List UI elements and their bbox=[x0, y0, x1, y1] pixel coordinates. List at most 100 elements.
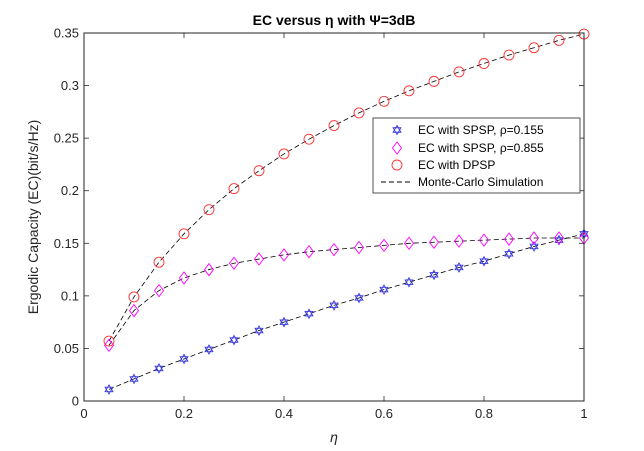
series-2-point bbox=[453, 234, 465, 248]
legend-marker-2-shape bbox=[391, 141, 403, 155]
legend-label-3: EC with DPSP bbox=[418, 158, 495, 172]
x-tick-label: 0.4 bbox=[275, 406, 293, 421]
series-3-point-shape bbox=[328, 120, 340, 131]
series-2-point bbox=[353, 240, 365, 255]
series-1-point-shape-down bbox=[379, 286, 389, 295]
series-1-point-shape-up bbox=[129, 373, 139, 382]
series-3-point-shape bbox=[103, 335, 115, 347]
series-1-point bbox=[454, 262, 464, 273]
series-3-point-shape bbox=[378, 95, 390, 107]
simulation-curve-1 bbox=[108, 233, 585, 390]
series-3-point bbox=[553, 34, 565, 46]
markers-layer bbox=[103, 28, 590, 395]
series-2-point-shape bbox=[478, 233, 490, 247]
series-1-point bbox=[429, 269, 439, 281]
series-1-point-shape-down bbox=[104, 386, 114, 395]
series-3-point bbox=[103, 335, 115, 347]
series-1-point-shape-up bbox=[429, 269, 439, 278]
series-2-point bbox=[403, 236, 415, 251]
simulation-curve-3 bbox=[108, 33, 585, 342]
series-1-point-shape-up bbox=[304, 308, 314, 317]
series-1-point bbox=[379, 284, 389, 295]
series-3-point-shape bbox=[478, 58, 490, 69]
series-3-point bbox=[328, 120, 340, 131]
series-2-point-shape bbox=[378, 238, 390, 253]
series-3-point bbox=[353, 107, 365, 119]
series-1-point bbox=[104, 384, 114, 395]
series-1-point bbox=[354, 292, 364, 304]
series-1-point-shape-up bbox=[229, 334, 239, 343]
series-2-point bbox=[503, 232, 515, 246]
series-2-point bbox=[303, 244, 315, 259]
series-2-point bbox=[128, 303, 140, 318]
x-tick-label: 0.8 bbox=[475, 406, 493, 421]
plot-background bbox=[84, 33, 584, 401]
series-2-point bbox=[428, 235, 440, 249]
series-3-point bbox=[203, 204, 215, 216]
series-2-point-shape bbox=[428, 235, 440, 249]
series-1-point-shape-down bbox=[154, 365, 164, 374]
series-2-point-shape bbox=[503, 232, 515, 246]
series-2-point-shape bbox=[178, 271, 190, 285]
series-3-point-shape bbox=[253, 165, 265, 177]
series-3-point bbox=[278, 148, 290, 160]
series-3-point-shape bbox=[453, 66, 465, 78]
series-2-point bbox=[153, 283, 165, 298]
series-3-point-shape bbox=[278, 148, 290, 160]
series-1-point bbox=[179, 353, 189, 365]
x-tick-label: 0 bbox=[80, 406, 87, 421]
x-tick-label: 0.2 bbox=[175, 406, 193, 421]
series-2-point-shape bbox=[303, 244, 315, 259]
series-1-point-shape-down bbox=[179, 356, 189, 365]
series-1-point-shape-up bbox=[329, 299, 339, 309]
series-3-point-shape bbox=[528, 42, 540, 54]
y-tick-label: 0.05 bbox=[54, 341, 79, 356]
series-3-point-shape bbox=[228, 183, 240, 195]
y-tick-label: 0.15 bbox=[54, 236, 79, 251]
x-axis-ticks: 0 0.2 0.4 0.6 0.8 1 bbox=[80, 33, 588, 421]
y-axis-label: Ergodic Capacity (EC)(bit/s/Hz) bbox=[25, 120, 41, 315]
series-1-point-shape-up bbox=[104, 384, 114, 393]
series-1-point bbox=[504, 248, 514, 260]
chart-title: EC versus η with Ψ=3dB bbox=[253, 12, 416, 28]
series-3-point bbox=[228, 183, 240, 195]
series-3-point bbox=[403, 85, 415, 97]
series-2-point bbox=[528, 231, 540, 245]
series-1-point-shape-down bbox=[204, 346, 214, 355]
series-1-point-shape-up bbox=[354, 292, 364, 301]
series-2-point bbox=[178, 271, 190, 285]
series-1-point-shape-down bbox=[479, 258, 489, 267]
legend-marker-3-shape bbox=[391, 159, 403, 171]
y-tick-label: 0.25 bbox=[54, 131, 79, 146]
series-3-point-shape bbox=[153, 256, 165, 268]
series-3-point bbox=[128, 291, 140, 303]
series-3-point bbox=[478, 58, 490, 69]
series-2-point-shape bbox=[553, 231, 565, 245]
series-1-point-shape-down bbox=[254, 327, 264, 336]
series-1-point bbox=[279, 316, 289, 328]
series-1-point-shape-up bbox=[379, 284, 389, 293]
series-2-point-shape bbox=[528, 231, 540, 245]
series-1-point bbox=[329, 299, 339, 311]
series-1-point-shape-up bbox=[154, 363, 164, 372]
series-2-point bbox=[378, 238, 390, 253]
series-1-point-shape-up bbox=[279, 316, 289, 325]
series-1-point bbox=[479, 255, 489, 267]
series-1-point-shape-down bbox=[454, 264, 464, 273]
series-3-point-shape bbox=[503, 49, 515, 61]
series-1-point-shape-up bbox=[529, 241, 539, 250]
series-1-point bbox=[129, 373, 139, 385]
series-2-point-shape bbox=[353, 240, 365, 255]
series-3-point-shape bbox=[403, 85, 415, 97]
series-3-point bbox=[503, 49, 515, 61]
series-3-point-shape bbox=[428, 75, 440, 87]
y-tick-label: 0 bbox=[72, 394, 79, 409]
series-1-point-shape-down bbox=[504, 251, 514, 260]
series-1-point bbox=[229, 334, 239, 346]
series-1-point bbox=[254, 325, 264, 336]
legend-marker-3 bbox=[391, 159, 403, 171]
series-3-point-shape bbox=[353, 107, 365, 119]
series-3-point-shape bbox=[178, 228, 190, 240]
legend: EC with SPSP, ρ=0.155 EC with SPSP, ρ=0.8… bbox=[372, 117, 581, 194]
series-2-point bbox=[478, 233, 490, 247]
